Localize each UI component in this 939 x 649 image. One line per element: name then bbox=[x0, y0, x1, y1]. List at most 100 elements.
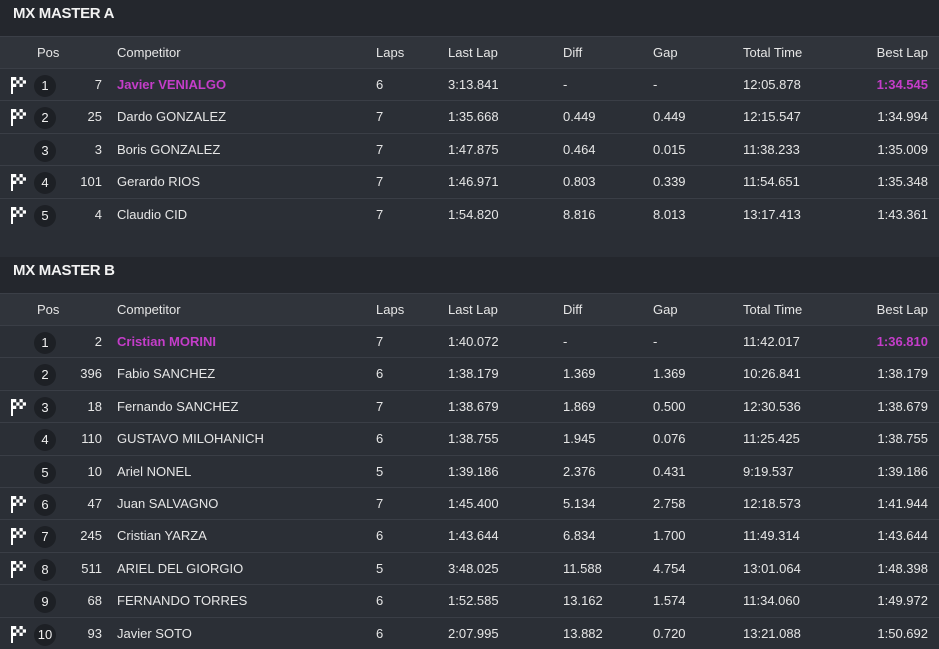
result-row: 5 10 Ariel NONEL 5 1:39.186 2.376 0.431 9:19.53… bbox=[0, 454, 939, 487]
diff: 6.834 bbox=[563, 528, 596, 544]
diff: 1.945 bbox=[563, 431, 596, 447]
total-time: 11:38.233 bbox=[743, 141, 800, 157]
best-lap: 1:48.398 bbox=[877, 560, 928, 576]
position-badge: 2 bbox=[34, 364, 56, 387]
finish-flag bbox=[11, 109, 26, 127]
diff: - bbox=[563, 77, 568, 92]
column-header: Total Time bbox=[743, 302, 803, 317]
bike-number: 7 bbox=[94, 77, 102, 92]
bike-number: 93 bbox=[87, 625, 102, 641]
position-badge: 5 bbox=[34, 204, 56, 227]
finish-flag bbox=[11, 398, 26, 416]
last-lap: 3:48.025 bbox=[448, 560, 499, 576]
gap: 2.758 bbox=[653, 496, 686, 511]
column-header: Laps bbox=[376, 45, 405, 60]
section-title: MX MASTER B bbox=[13, 262, 115, 279]
last-lap: 1:43.644 bbox=[448, 528, 499, 544]
section-title: MX MASTER A bbox=[13, 5, 115, 22]
best-lap: 1:34.994 bbox=[877, 109, 928, 125]
column-header: Gap bbox=[653, 302, 678, 317]
total-time: 12:30.536 bbox=[743, 398, 801, 414]
last-lap: 1:52.585 bbox=[448, 593, 499, 609]
result-row: 3 18 Fernando SANCHEZ 7 1:38.679 1.869 0.500 12… bbox=[0, 389, 939, 422]
finish-flag bbox=[11, 496, 26, 513]
last-lap: 1:38.679 bbox=[448, 398, 499, 414]
best-lap: 1:36.810 bbox=[876, 334, 928, 349]
gap: - bbox=[653, 77, 658, 92]
bike-number: 47 bbox=[87, 496, 102, 511]
laps: 7 bbox=[376, 398, 384, 414]
competitor: Cristian MORINI bbox=[117, 334, 216, 349]
last-lap: 1:35.668 bbox=[448, 109, 499, 125]
gap: - bbox=[653, 334, 658, 349]
best-lap: 1:50.692 bbox=[877, 625, 928, 641]
best-lap: 1:35.348 bbox=[877, 174, 928, 190]
result-row: 4 110 GUSTAVO MILOHANICH 6 1:38.755 1.945 0.07… bbox=[0, 422, 939, 455]
column-header: Best Lap bbox=[876, 302, 928, 317]
laps: 7 bbox=[376, 206, 384, 222]
total-time: 12:18.573 bbox=[743, 496, 801, 511]
best-lap: 1:38.679 bbox=[877, 398, 928, 414]
total-time: 12:05.878 bbox=[743, 77, 801, 92]
bike-number: 4 bbox=[94, 206, 102, 222]
position-badge: 9 bbox=[34, 591, 56, 614]
total-time: 9:19.537 bbox=[743, 463, 794, 479]
column-header: Pos bbox=[37, 45, 60, 60]
result-row: 1 2 Cristian MORINI 7 1:40.072 - - 11:42.017 1:3… bbox=[0, 325, 939, 357]
finish-flag bbox=[11, 625, 26, 643]
position-badge: 4 bbox=[34, 429, 56, 452]
laps: 6 bbox=[376, 77, 384, 92]
finish-flag bbox=[11, 206, 26, 224]
finish-flag bbox=[11, 560, 26, 578]
bike-number: 245 bbox=[80, 528, 102, 544]
bike-number: 18 bbox=[87, 398, 102, 414]
laps: 6 bbox=[376, 625, 384, 641]
column-header: Diff bbox=[563, 45, 583, 60]
competitor: Cristian YARZA bbox=[117, 528, 207, 544]
column-header: Best Lap bbox=[876, 45, 928, 60]
last-lap: 1:45.400 bbox=[448, 496, 499, 511]
table-header-row: Pos Competitor Laps Last Lap Diff Gap Total Ti… bbox=[0, 36, 939, 68]
column-header: Gap bbox=[653, 45, 678, 60]
column-header: Pos bbox=[37, 302, 60, 317]
section-header: MX MASTER B bbox=[0, 257, 939, 293]
best-lap: 1:41.944 bbox=[877, 496, 928, 511]
total-time: 11:49.314 bbox=[743, 528, 800, 544]
result-row: 10 93 Javier SOTO 6 2:07.995 13.882 0.720 13:21… bbox=[0, 616, 939, 649]
column-header: Laps bbox=[376, 302, 405, 317]
last-lap: 1:38.179 bbox=[448, 366, 499, 382]
laps: 7 bbox=[376, 334, 384, 349]
table-header-row: Pos Competitor Laps Last Lap Diff Gap Total Ti… bbox=[0, 293, 939, 325]
laps: 5 bbox=[376, 463, 384, 479]
competitor: Claudio CID bbox=[117, 206, 188, 222]
last-lap: 1:38.755 bbox=[448, 431, 499, 447]
position-badge: 1 bbox=[34, 332, 56, 354]
best-lap: 1:49.972 bbox=[877, 593, 928, 609]
bike-number: 396 bbox=[80, 366, 102, 382]
diff: 13.882 bbox=[563, 625, 603, 641]
laps: 7 bbox=[376, 109, 384, 125]
last-lap: 1:54.820 bbox=[448, 206, 499, 222]
total-time: 13:01.064 bbox=[743, 560, 801, 576]
gap: 0.500 bbox=[653, 398, 686, 414]
laps: 6 bbox=[376, 431, 384, 447]
diff: 8.816 bbox=[563, 206, 596, 222]
gap: 0.431 bbox=[653, 463, 686, 479]
competitor: GUSTAVO MILOHANICH bbox=[117, 431, 264, 447]
best-lap: 1:35.009 bbox=[877, 141, 928, 157]
section-header: MX MASTER A bbox=[0, 0, 939, 36]
best-lap: 1:39.186 bbox=[877, 463, 928, 479]
best-lap: 1:38.755 bbox=[877, 431, 928, 447]
column-header: Total Time bbox=[743, 45, 803, 60]
competitor: Gerardo RIOS bbox=[117, 174, 201, 190]
laps: 6 bbox=[376, 366, 384, 382]
competitor: Javier SOTO bbox=[117, 625, 192, 641]
competitor: Juan SALVAGNO bbox=[117, 496, 219, 511]
competitor: Fernando SANCHEZ bbox=[117, 398, 239, 414]
laps: 6 bbox=[376, 528, 384, 544]
best-lap: 1:43.361 bbox=[877, 206, 928, 222]
gap: 4.754 bbox=[653, 560, 686, 576]
bike-number: 25 bbox=[87, 109, 102, 125]
gap: 8.013 bbox=[653, 206, 686, 222]
